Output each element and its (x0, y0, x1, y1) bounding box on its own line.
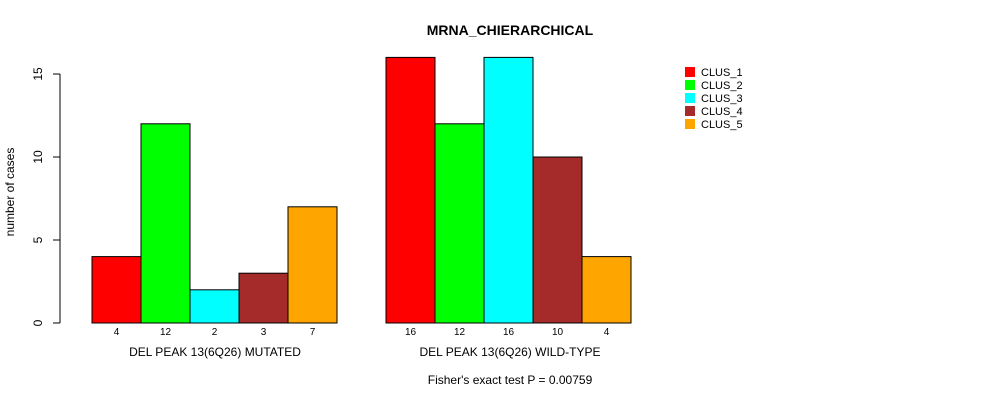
bar-clus-5 (287, 206, 338, 324)
bar-count-labels: 4 12 2 3 7 16 12 16 10 4 (114, 327, 610, 338)
y-axis-label: number of cases (3, 148, 17, 237)
y-tick-label: 5 (31, 236, 45, 243)
legend-label: CLUS_5 (701, 119, 743, 131)
y-tick-label: 0 (31, 319, 45, 326)
bar-clus-1 (385, 56, 436, 324)
bar-group (91, 56, 632, 324)
legend-swatch (685, 106, 695, 116)
legend-label: CLUS_1 (701, 67, 743, 79)
legend-label: CLUS_3 (701, 93, 743, 105)
bar-count-label: 10 (552, 327, 564, 338)
group-label-mutated: DEL PEAK 13(6Q26) MUTATED (129, 345, 301, 359)
bar-count-label: 16 (503, 327, 515, 338)
bar-clus-2 (434, 123, 485, 324)
legend-label: CLUS_4 (701, 106, 743, 118)
bar-clus-4 (532, 156, 583, 324)
y-tick-label: 10 (31, 150, 45, 164)
legend-label: CLUS_2 (701, 80, 743, 92)
fisher-test-note: Fisher's exact test P = 0.00759 (428, 373, 593, 387)
legend-swatch (685, 80, 695, 90)
bar-count-label: 2 (212, 327, 218, 338)
group-label-wild-type: DEL PEAK 13(6Q26) WILD-TYPE (420, 345, 601, 359)
bar-count-label: 4 (114, 327, 120, 338)
bar-count-label: 4 (604, 327, 610, 338)
bar-count-label: 7 (310, 327, 316, 338)
bar-count-label: 12 (160, 327, 172, 338)
bar-count-label: 12 (454, 327, 466, 338)
bar-clus-4 (238, 272, 289, 324)
bar-clus-1 (91, 256, 142, 324)
bar-clus-5 (581, 256, 632, 324)
legend-swatch (685, 93, 695, 103)
bar-count-label: 16 (405, 327, 417, 338)
legend-swatch (685, 67, 695, 77)
legend-swatch (685, 119, 695, 129)
y-tick-label: 15 (31, 67, 45, 81)
y-axis: 0 5 10 15 (31, 67, 61, 326)
bar-count-label: 3 (261, 327, 267, 338)
chart-title: MRNA_CHIERARCHICAL (427, 22, 594, 38)
bar-clus-2 (140, 123, 191, 324)
bar-clus-3 (483, 56, 534, 324)
bar-clus-3 (189, 289, 240, 324)
